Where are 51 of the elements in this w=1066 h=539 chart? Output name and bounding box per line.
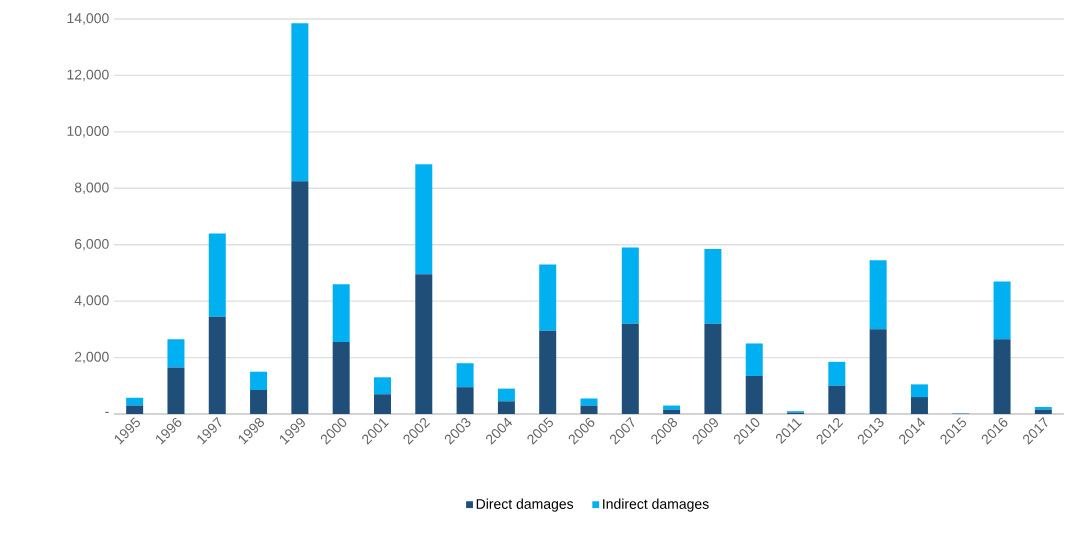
bar	[208, 233, 226, 317]
y-tick-label: 6,000	[74, 238, 109, 251]
bar	[828, 361, 846, 386]
bar	[456, 387, 474, 414]
bar	[250, 371, 268, 391]
bar	[745, 343, 763, 376]
bar	[497, 388, 515, 402]
bar	[745, 375, 763, 414]
bar	[539, 264, 557, 331]
bar	[663, 409, 681, 414]
bar	[869, 329, 887, 414]
bar	[993, 281, 1011, 340]
bar	[580, 398, 598, 406]
bar	[663, 405, 681, 410]
bar	[373, 394, 391, 414]
y-tick-label: 10,000	[67, 126, 109, 138]
bar	[993, 339, 1011, 414]
bar	[497, 401, 515, 414]
bar	[373, 377, 391, 395]
bar	[910, 397, 928, 414]
y-tick-label: 8,000	[74, 182, 109, 195]
bar	[415, 164, 433, 275]
bar	[291, 181, 309, 414]
bar	[1034, 406, 1052, 410]
bar	[456, 363, 474, 388]
bar	[828, 385, 846, 414]
bar	[621, 323, 639, 414]
y-tick-label: 12,000	[67, 69, 109, 82]
bar	[539, 330, 557, 414]
y-tick-label: 14,000	[67, 13, 109, 25]
bar	[126, 405, 144, 414]
legend-label: Indirect damages	[603, 498, 709, 512]
bar	[291, 23, 309, 182]
bar	[580, 405, 598, 414]
y-tick-label: -	[105, 411, 109, 413]
bar	[332, 284, 350, 343]
bar	[704, 323, 722, 414]
bar	[208, 316, 226, 414]
bar	[126, 397, 144, 406]
bar	[869, 260, 887, 330]
bar	[167, 367, 185, 414]
bar	[167, 339, 185, 368]
bar	[621, 247, 639, 324]
bar	[704, 248, 722, 324]
y-tick-label: 4,000	[74, 295, 109, 307]
bar	[415, 274, 433, 414]
bar	[332, 342, 350, 414]
bar	[910, 384, 928, 398]
y-tick-label: 2,000	[74, 351, 109, 364]
bar	[250, 390, 268, 414]
legend-label: Direct damages	[476, 498, 574, 512]
